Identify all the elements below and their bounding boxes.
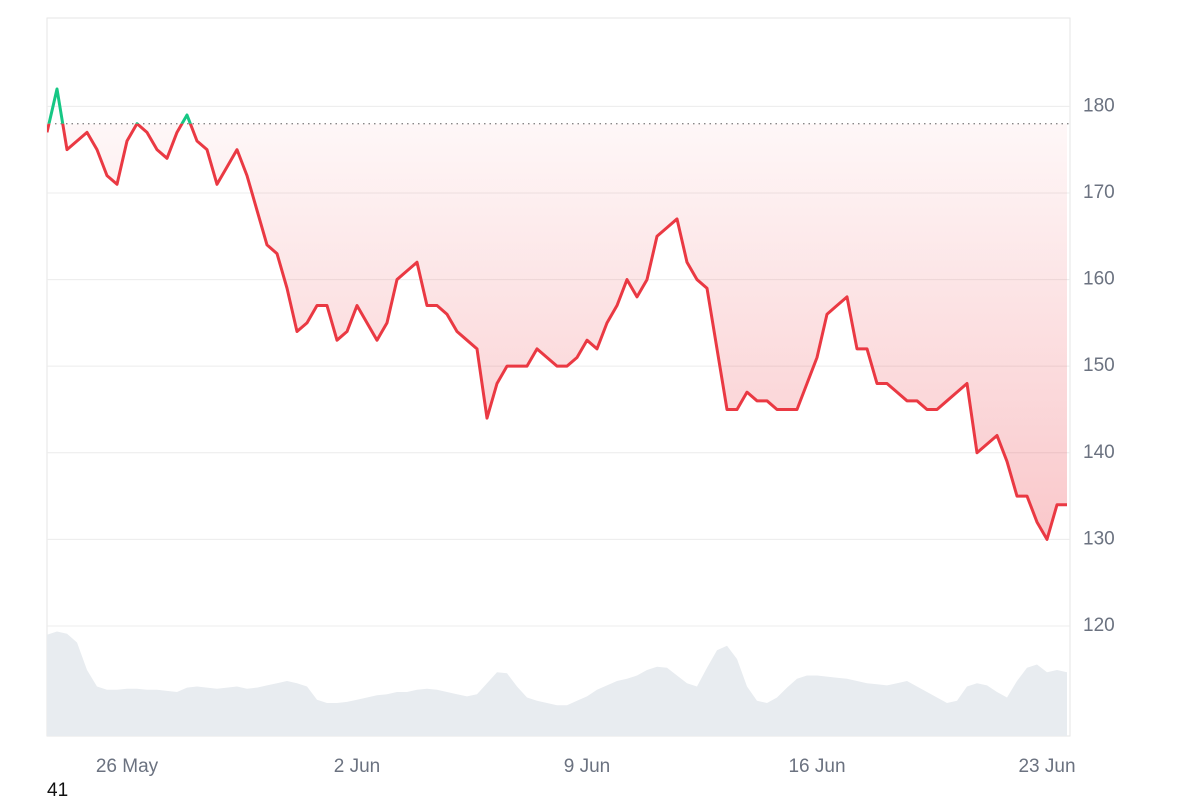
x-tick-label: 16 Jun xyxy=(788,756,845,777)
y-tick-label: 170 xyxy=(1083,182,1115,203)
corner-label: 41 xyxy=(47,780,68,800)
x-tick-label: 2 Jun xyxy=(334,756,380,777)
y-tick-label: 150 xyxy=(1083,355,1115,376)
y-tick-label: 130 xyxy=(1083,528,1115,549)
y-tick-label: 120 xyxy=(1083,615,1115,636)
price-line xyxy=(47,123,1067,541)
y-tick-label: 160 xyxy=(1083,269,1115,290)
y-tick-label: 140 xyxy=(1083,442,1115,463)
down-fill xyxy=(47,123,1067,540)
x-tick-label: 26 May xyxy=(96,756,159,777)
x-tick-label: 9 Jun xyxy=(564,756,610,777)
volume-area xyxy=(47,631,1067,736)
y-tick-label: 180 xyxy=(1083,95,1115,116)
x-tick-label: 23 Jun xyxy=(1018,756,1075,777)
